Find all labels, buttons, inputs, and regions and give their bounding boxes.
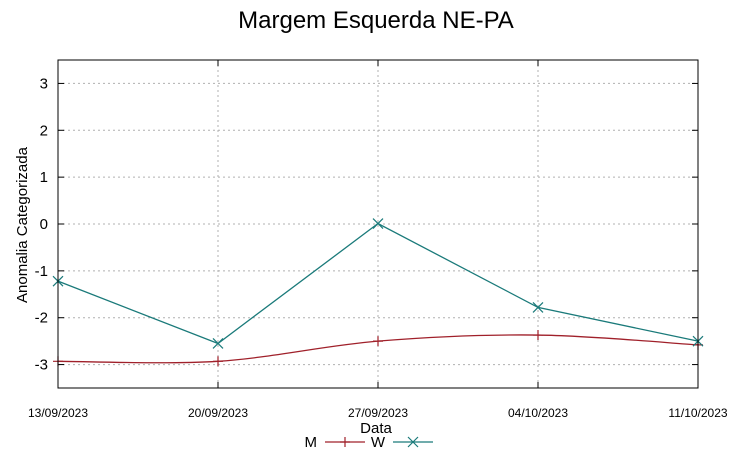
y-tick-label: 0 <box>40 216 48 233</box>
legend-label-M: M <box>305 434 318 451</box>
x-tick-label: 20/09/2023 <box>188 406 248 420</box>
y-axis-ticks: 3 2 1 0 -1 -2 -3 <box>35 75 698 374</box>
y-axis-label: Anomalia Categorizada <box>14 146 31 303</box>
y-tick-label: -3 <box>35 357 48 374</box>
legend-marker-M <box>340 437 350 447</box>
legend-marker-W <box>407 436 419 448</box>
x-tick-label: 11/10/2023 <box>668 406 727 420</box>
data-point-W <box>372 218 384 229</box>
y-tick-label: -1 <box>35 263 48 280</box>
x-axis-label: Data <box>360 420 392 437</box>
y-tick-label: 3 <box>40 75 48 92</box>
legend-label-W: W <box>371 434 386 451</box>
x-tick-label: 04/10/2023 <box>508 406 568 420</box>
y-tick-label: -2 <box>35 310 48 327</box>
data-point-M <box>373 336 383 347</box>
y-tick-label: 1 <box>40 169 48 186</box>
data-point-M <box>213 356 223 367</box>
series-W <box>52 218 704 349</box>
plot-frame <box>57 59 699 389</box>
x-tick-label: 27/09/2023 <box>348 406 408 420</box>
x-axis-ticks: 13/09/2023 20/09/2023 27/09/2023 04/10/2023… <box>28 60 728 420</box>
x-tick-label: 13/09/2023 <box>28 406 88 420</box>
data-point-W <box>532 301 544 313</box>
data-point-W <box>212 338 224 349</box>
data-point-M <box>533 330 543 341</box>
chart-title: Margem Esquerda NE-PA <box>238 7 514 34</box>
y-tick-label: 2 <box>40 122 48 139</box>
